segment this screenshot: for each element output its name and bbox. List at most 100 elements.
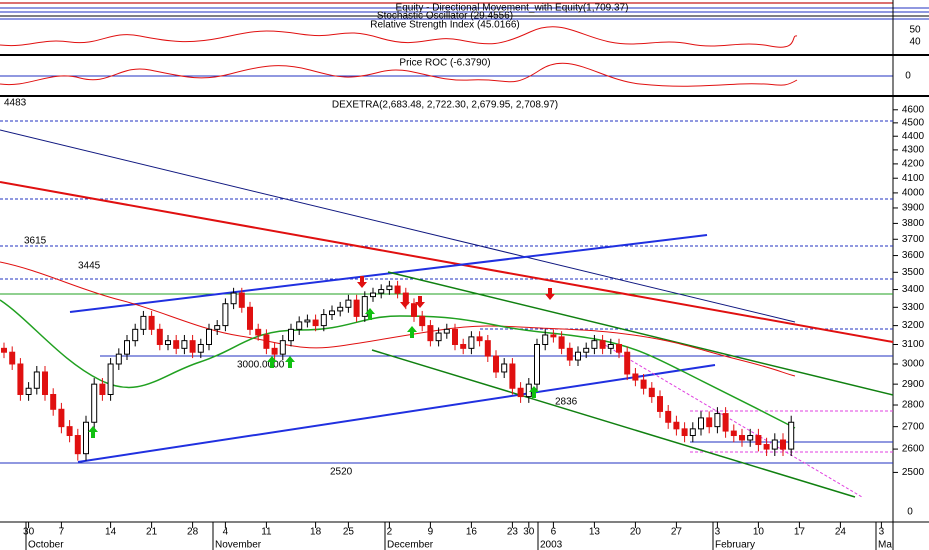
y-tick-label: 4600 xyxy=(902,104,925,115)
candle-body xyxy=(42,371,48,395)
candle-body xyxy=(698,417,704,430)
roc-title: Price ROC (-6.3790) xyxy=(399,58,490,69)
candle-body xyxy=(632,373,639,381)
y-tick-label: 4000 xyxy=(902,188,925,199)
candle-body xyxy=(165,340,171,345)
x-tick-label: 28 xyxy=(187,527,199,538)
candle-body xyxy=(739,435,745,441)
candle-body xyxy=(320,314,327,327)
candle-body xyxy=(755,435,762,446)
candle-body xyxy=(509,363,516,389)
candle-body xyxy=(353,299,360,317)
x-tick-label: 9 xyxy=(428,527,434,538)
signal-arrow xyxy=(88,426,98,438)
x-tick-label: 30 xyxy=(523,527,535,538)
stochastic-title: Stochastic Oscillator (29.4556) xyxy=(377,11,513,22)
signal-arrow xyxy=(357,276,367,288)
y-tick-label: 2900 xyxy=(902,379,925,390)
candle-body xyxy=(206,328,212,345)
candle-body xyxy=(50,393,57,410)
candle-body xyxy=(460,343,467,349)
x-tick-label: 3 xyxy=(715,527,721,538)
candle-body xyxy=(763,444,770,450)
y-tick-label: 4500 xyxy=(902,118,925,129)
candle-body xyxy=(673,421,680,430)
candle-body xyxy=(25,387,32,395)
candle-body xyxy=(370,292,376,298)
candle-body xyxy=(288,328,294,342)
candle-body xyxy=(484,340,491,357)
candle-body xyxy=(747,435,754,441)
equity-title: Equity - Directional Movement_with Equit… xyxy=(396,3,629,14)
candle-body xyxy=(476,336,483,342)
y-tick-label: 4300 xyxy=(902,145,925,156)
y-tick-label: 3500 xyxy=(902,267,925,278)
y-tick-label: 3900 xyxy=(902,203,925,214)
candle-body xyxy=(550,334,557,338)
rsi-tick: 50 xyxy=(909,25,921,36)
signal-arrow xyxy=(267,356,277,368)
candle-body xyxy=(640,379,647,389)
candle-body xyxy=(140,315,147,330)
moving-average xyxy=(0,299,796,429)
signal-arrow xyxy=(529,386,539,398)
x-tick-label: 4 xyxy=(223,527,229,538)
x-tick-label: 27 xyxy=(671,527,683,538)
candle-body xyxy=(124,340,130,355)
candle-body xyxy=(386,285,393,291)
candle-body xyxy=(107,363,114,395)
x-tick-label: 16 xyxy=(466,527,478,538)
candle-body xyxy=(279,340,286,355)
rsi-line xyxy=(0,26,798,48)
signal-arrow xyxy=(285,356,295,368)
candle-body xyxy=(714,413,721,428)
x-tick-label: 21 xyxy=(146,527,158,538)
annotation: 3615 xyxy=(24,236,47,247)
candle-body xyxy=(337,306,344,312)
candle-body xyxy=(361,296,368,317)
y-tick-label: 0 xyxy=(907,507,913,518)
candle-body xyxy=(427,325,434,342)
candle-body xyxy=(271,347,278,355)
candle-body xyxy=(419,315,426,327)
candle-body xyxy=(238,292,245,308)
x-tick-label: 25 xyxy=(343,527,355,538)
candle-body xyxy=(648,387,655,398)
month-label: December xyxy=(387,540,434,550)
month-label: October xyxy=(28,540,64,550)
x-tick-label: 10 xyxy=(753,527,765,538)
candle-body xyxy=(689,428,696,437)
x-tick-label: 14 xyxy=(105,527,117,538)
candle-body xyxy=(197,343,204,353)
candle-body xyxy=(66,426,73,437)
candle-body xyxy=(657,396,663,412)
y-tick-label: 3100 xyxy=(902,339,925,350)
x-tick-label: 2 xyxy=(387,527,393,538)
candle-body xyxy=(263,334,270,349)
y-tick-label: 3200 xyxy=(902,320,925,331)
y-tick-label: 3300 xyxy=(902,302,925,313)
y-tick-label: 3000 xyxy=(902,359,925,370)
annotation: 4483 xyxy=(4,98,27,109)
candle-body xyxy=(616,343,622,353)
candle-body xyxy=(788,421,795,450)
signal-arrow xyxy=(400,296,410,308)
x-tick-label: 17 xyxy=(794,527,806,538)
rsi-title: Relative Strength Index (45.0166) xyxy=(370,20,520,31)
candle-body xyxy=(443,328,450,334)
candle-body xyxy=(468,336,475,349)
candle-body xyxy=(255,328,262,336)
candle-body xyxy=(591,340,598,349)
candle-body xyxy=(312,319,319,327)
candle-body xyxy=(222,303,229,327)
candle-body xyxy=(83,421,89,455)
candle-body xyxy=(706,417,713,428)
candle-body xyxy=(156,328,163,345)
candle-body xyxy=(599,340,606,349)
candle-body xyxy=(517,387,524,398)
trend-line xyxy=(0,129,796,323)
candle-body xyxy=(435,332,442,342)
x-tick-label: 11 xyxy=(261,527,272,538)
candle-body xyxy=(189,340,196,353)
candle-body xyxy=(583,347,590,353)
